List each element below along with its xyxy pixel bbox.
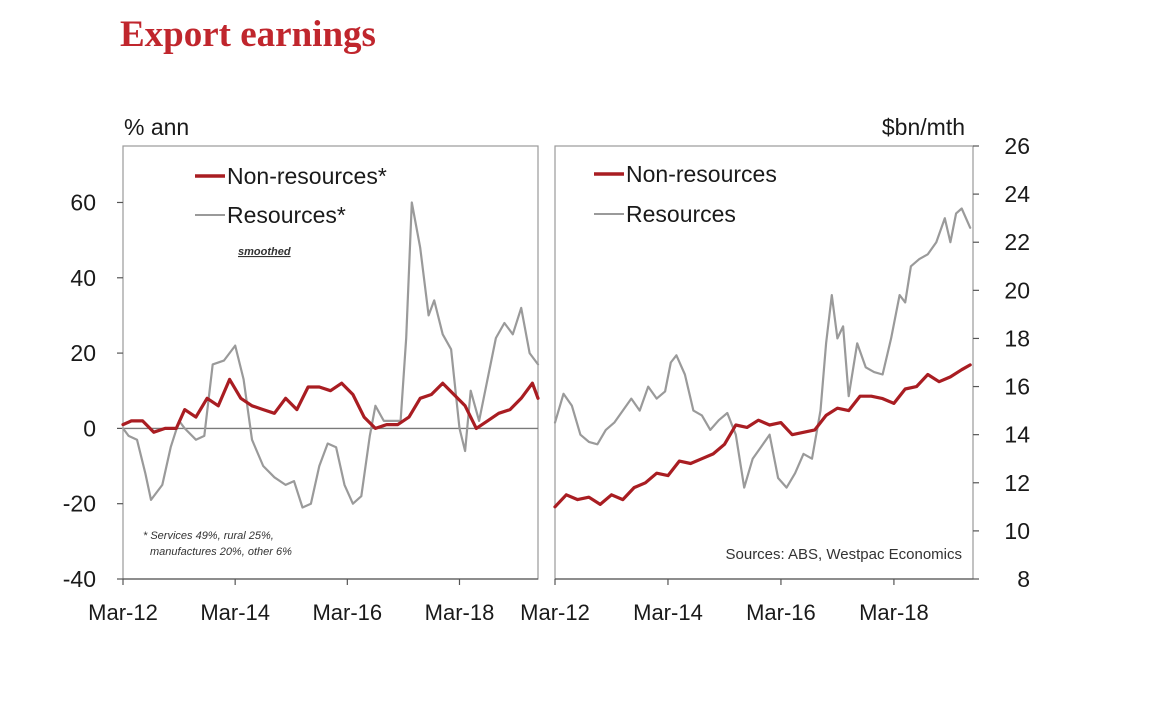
y-tick-label: 20: [70, 340, 96, 366]
series-line-right-resources: [553, 207, 972, 489]
y-tick-label: 20: [1004, 277, 1030, 303]
y-tick-label: 0: [83, 415, 96, 441]
x-tick-label: Mar-12: [88, 600, 158, 625]
legend-label-non-resources-star: Non-resources*: [227, 163, 387, 189]
x-tick-label: Mar-18: [859, 600, 929, 625]
y-tick-label: -20: [63, 491, 96, 517]
y-tick-label: 22: [1004, 229, 1030, 255]
series-line-left-resources-star: [121, 201, 540, 509]
x-tick-label: Mar-18: [425, 600, 495, 625]
series-line-left-non-resources-star: [121, 377, 540, 434]
x-tick-label: Mar-16: [746, 600, 816, 625]
y-tick-label: 12: [1004, 470, 1030, 496]
chart-title: Export earnings: [120, 14, 376, 55]
right-y-unit-label: $bn/mth: [882, 114, 965, 140]
right-plot-frame: [554, 145, 974, 580]
y-tick-label: 16: [1004, 374, 1030, 400]
source-note: Sources: ABS, Westpac Economics: [726, 546, 963, 563]
y-tick-label: 40: [70, 265, 96, 291]
series-line-right-non-resources: [553, 363, 972, 509]
right-panel: $bn/mth 26 24 22 20 18 16 14 12 10 8 Mar-12 Mar-14…: [520, 114, 1030, 625]
legend-label-resources: Resources: [626, 201, 736, 227]
y-tick-label: 60: [70, 189, 96, 215]
x-tick-label: Mar-16: [312, 600, 382, 625]
y-tick-label: 18: [1004, 325, 1030, 351]
legend-label-resources-star: Resources*: [227, 202, 346, 228]
legend-smoothed-note: smoothed: [238, 246, 291, 258]
right-x-ticks: Mar-12 Mar-14 Mar-16 Mar-18: [520, 579, 929, 625]
footnote-line-2: manufactures 20%, other 6%: [150, 546, 292, 558]
left-legend: Non-resources* Resources* smoothed: [195, 163, 387, 258]
footnote-line-1: * Services 49%, rural 25%,: [143, 530, 274, 542]
x-tick-label: Mar-14: [200, 600, 270, 625]
y-tick-label: 26: [1004, 133, 1030, 159]
x-tick-label: Mar-14: [633, 600, 703, 625]
x-tick-label: Mar-12: [520, 600, 590, 625]
y-tick-label: -40: [63, 566, 96, 592]
right-legend: Non-resources Resources: [594, 161, 777, 227]
legend-label-non-resources: Non-resources: [626, 161, 777, 187]
left-x-ticks: Mar-12 Mar-14 Mar-16 Mar-18: [88, 579, 494, 625]
y-tick-label: 14: [1004, 422, 1030, 448]
left-y-ticks: 60 40 20 0 -20 -40: [63, 189, 123, 592]
right-y-ticks: 26 24 22 20 18 16 14 12 10 8: [973, 133, 1030, 592]
y-tick-label: 10: [1004, 518, 1030, 544]
left-series: [121, 201, 540, 509]
left-y-unit-label: % ann: [124, 114, 189, 140]
y-tick-label: 8: [1017, 566, 1030, 592]
y-tick-label: 24: [1004, 181, 1030, 207]
right-series: [553, 207, 972, 509]
